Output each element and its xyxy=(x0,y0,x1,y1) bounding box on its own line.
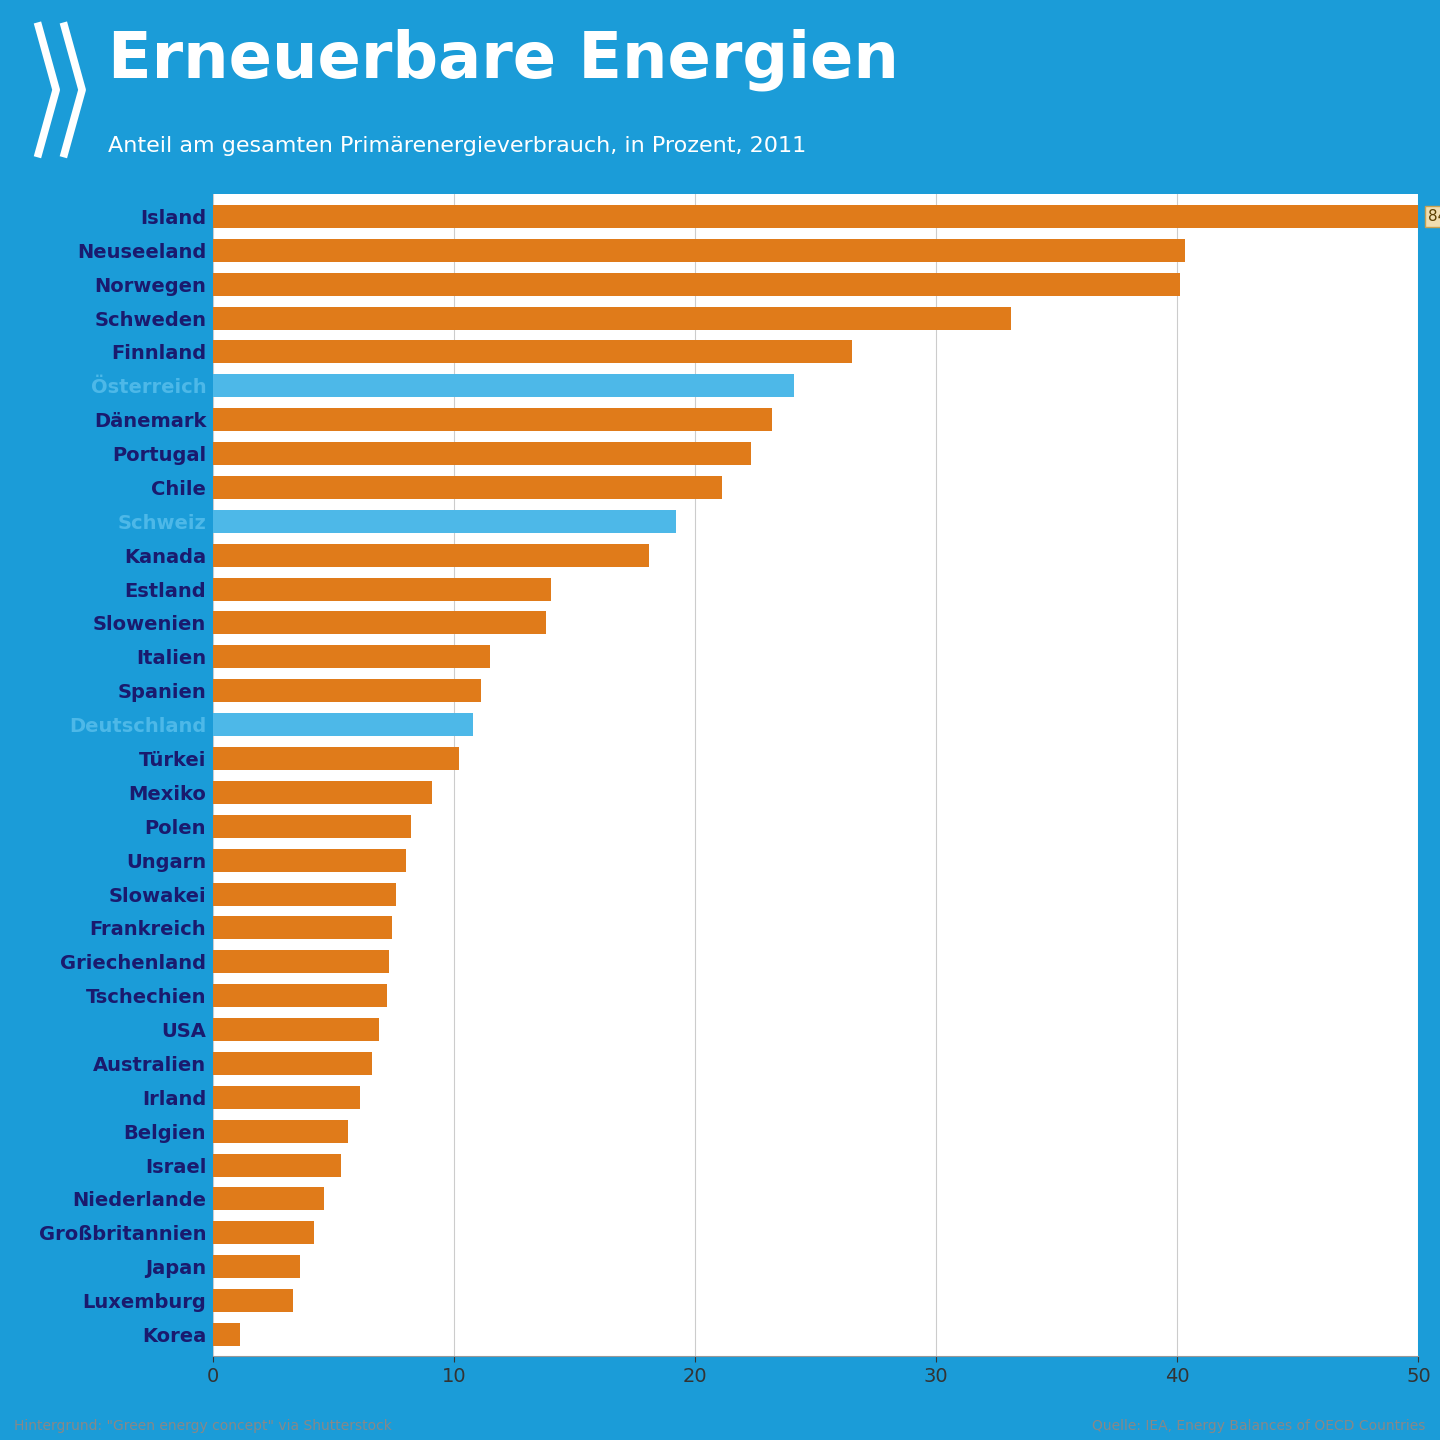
Bar xyxy=(213,1120,348,1143)
Bar xyxy=(213,239,1185,262)
Bar xyxy=(213,848,406,871)
Bar xyxy=(213,204,1440,228)
Bar xyxy=(213,1153,341,1176)
Bar xyxy=(213,645,491,668)
Text: Hintergrund: "Green energy concept" via Shutterstock: Hintergrund: "Green energy concept" via … xyxy=(14,1418,392,1433)
Bar xyxy=(213,815,410,838)
Bar xyxy=(213,680,481,703)
Bar xyxy=(213,272,1179,295)
Bar xyxy=(213,577,550,600)
Text: Quelle: IEA, Energy Balances of OECD Countries: Quelle: IEA, Energy Balances of OECD Cou… xyxy=(1092,1418,1426,1433)
Bar xyxy=(213,612,546,635)
Bar xyxy=(213,1221,314,1244)
Bar xyxy=(213,1018,380,1041)
Bar xyxy=(213,984,387,1007)
Bar xyxy=(213,916,392,939)
Text: Anteil am gesamten Primärenergieverbrauch, in Prozent, 2011: Anteil am gesamten Primärenergieverbrauc… xyxy=(108,135,806,156)
Bar xyxy=(213,1256,300,1279)
Bar xyxy=(213,477,721,500)
Bar xyxy=(213,1289,292,1312)
Text: Erneuerbare Energien: Erneuerbare Energien xyxy=(108,29,899,91)
Bar xyxy=(213,1323,239,1346)
Bar xyxy=(213,950,389,973)
Bar xyxy=(213,713,474,736)
Text: 84,3: 84,3 xyxy=(1428,209,1440,225)
Bar xyxy=(213,883,396,906)
Bar xyxy=(213,1188,324,1211)
Bar xyxy=(213,1086,360,1109)
Bar xyxy=(213,408,772,431)
Bar xyxy=(213,780,432,804)
Bar xyxy=(213,1051,372,1074)
Bar xyxy=(213,374,793,397)
Bar xyxy=(213,510,675,533)
Bar xyxy=(213,307,1011,330)
Bar xyxy=(213,747,459,770)
Bar xyxy=(213,442,750,465)
Bar xyxy=(213,340,852,363)
Bar xyxy=(213,544,649,567)
